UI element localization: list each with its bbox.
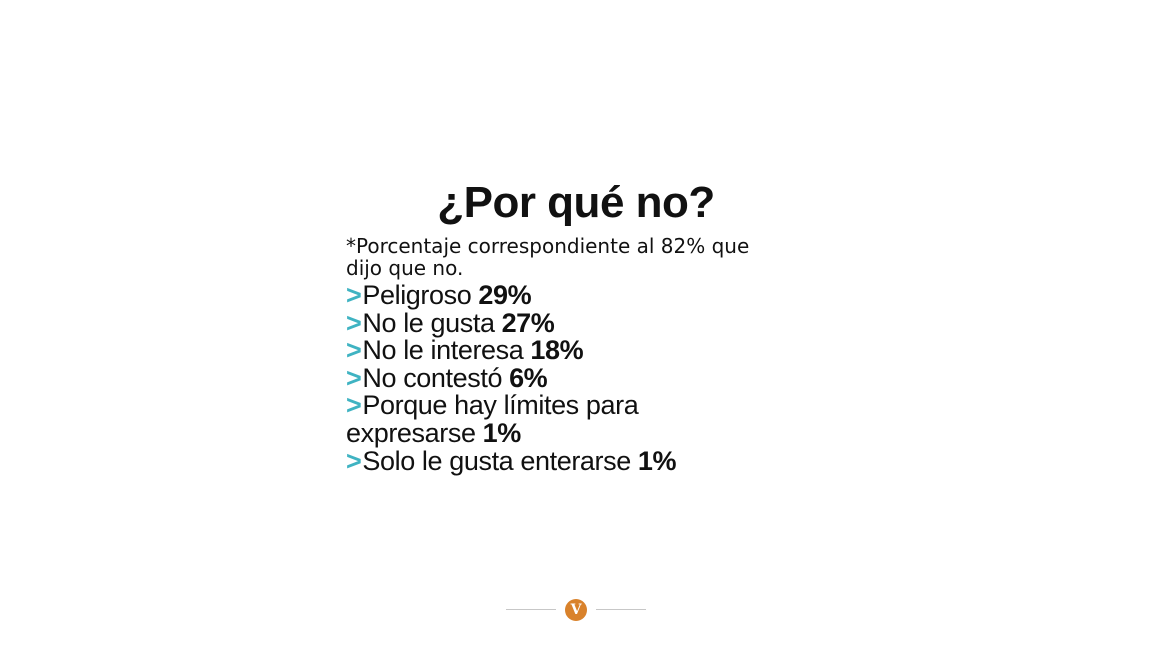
list-item: >No contestó 6% <box>346 362 766 393</box>
chevron-right-icon: > <box>346 390 362 421</box>
v-logo-icon: V <box>565 599 587 621</box>
footer: V <box>506 598 646 622</box>
reason-percent: 6% <box>509 362 548 393</box>
list-item: >Porque hay límites para expresarse 1% <box>346 392 766 447</box>
divider <box>596 609 646 610</box>
reason-label: No le gusta <box>362 307 495 338</box>
reason-percent: 1% <box>482 417 522 448</box>
chevron-right-icon: > <box>346 362 362 393</box>
chevron-right-icon: > <box>346 307 362 338</box>
divider <box>506 609 556 610</box>
reason-percent: 18% <box>530 335 584 366</box>
footnote: *Porcentaje correspondiente al 82% que d… <box>346 234 750 280</box>
chevron-right-icon: > <box>346 335 362 366</box>
reason-label: No contestó <box>362 362 503 393</box>
reason-percent: 29% <box>478 280 532 310</box>
chevron-right-icon: > <box>346 280 362 310</box>
list-item: >No le interesa 18% <box>346 335 766 366</box>
reason-label: Peligroso <box>362 280 472 310</box>
reasons-list: >Peligroso 29% >No le gusta 27% >No le int… <box>346 280 766 476</box>
reason-percent: 1% <box>637 445 677 476</box>
reason-label: Solo le gusta enterarse <box>362 445 631 476</box>
list-item: >No le gusta 27% <box>346 307 766 338</box>
reason-label: Porque hay límites para expresarse <box>346 390 639 448</box>
page-title: ¿Por qué no? <box>437 178 715 228</box>
chevron-right-icon: > <box>346 445 362 476</box>
list-item: >Peligroso 29% <box>346 280 766 310</box>
reason-label: No le interesa <box>362 335 524 366</box>
list-item: >Solo le gusta enterarse 1% <box>346 445 766 476</box>
reason-percent: 27% <box>501 307 555 338</box>
